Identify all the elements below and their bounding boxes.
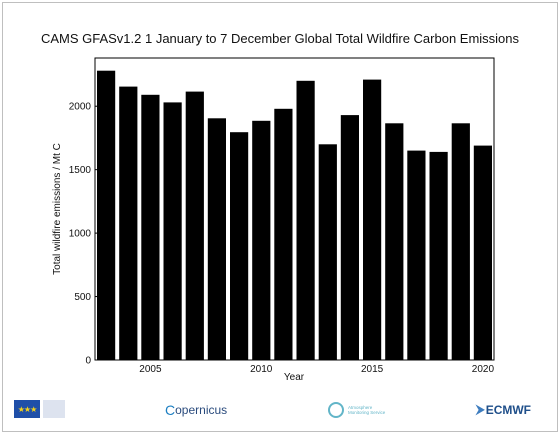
plot-frame (94, 57, 495, 361)
eu-logo: ★★★ (14, 400, 65, 418)
bar-2017 (407, 150, 426, 360)
bar-2012 (296, 80, 315, 361)
copernicus-c: C (165, 402, 176, 418)
bar-2009 (230, 132, 249, 360)
bar-2003 (97, 70, 116, 360)
bar-2013 (318, 144, 337, 360)
x-tick-label: 2015 (361, 364, 384, 375)
x-tick-label: 2020 (472, 364, 495, 375)
y-tick-label: 0 (85, 356, 91, 367)
x-tick-label: 2005 (139, 364, 162, 375)
bars-group (97, 70, 492, 361)
eu-flag-icon: ★★★ (14, 400, 40, 418)
x-ticks: 2005 2010 2015 2020 (139, 356, 494, 375)
x-tick-label: 2010 (250, 364, 273, 375)
bar-2018 (429, 151, 448, 360)
ecmwf-logo: ⮞ ECMWF (476, 402, 531, 417)
y-tick-label: 1500 (69, 165, 92, 176)
ecmwf-arrow-icon: ⮞ (476, 402, 485, 416)
bar-2005 (141, 94, 160, 361)
chart-title: CAMS GFASv1.2 1 January to 7 December Gl… (40, 31, 520, 46)
atmosphere-text: Atmosphere Monitoring Service (348, 405, 386, 415)
y-axis-label: Total wildfire emissions / Mt C (52, 143, 63, 275)
eu-logo-text (43, 400, 65, 418)
bar-2007 (185, 91, 204, 360)
ecmwf-text: ECMWF (485, 402, 532, 417)
atmosphere-logo: Atmosphere Monitoring Service (328, 402, 392, 418)
bar-2004 (119, 86, 138, 360)
bar-2010 (252, 120, 271, 360)
bar-2019 (451, 123, 470, 360)
bar-2006 (163, 102, 182, 361)
y-ticks: 0 500 1000 1500 2000 (69, 102, 99, 367)
copernicus-text: opernicus (175, 403, 228, 417)
y-tick-label: 2000 (69, 102, 92, 113)
bar-2016 (385, 123, 404, 360)
y-tick-label: 500 (74, 292, 91, 303)
bar-2014 (340, 115, 359, 360)
y-tick-label: 1000 (69, 229, 92, 240)
atmosphere-icon (328, 402, 344, 418)
bar-2008 (207, 118, 226, 360)
bar-2020 (473, 145, 492, 360)
x-axis-label: Year (284, 372, 305, 383)
bar-2015 (363, 79, 382, 360)
bar-2011 (274, 108, 293, 360)
